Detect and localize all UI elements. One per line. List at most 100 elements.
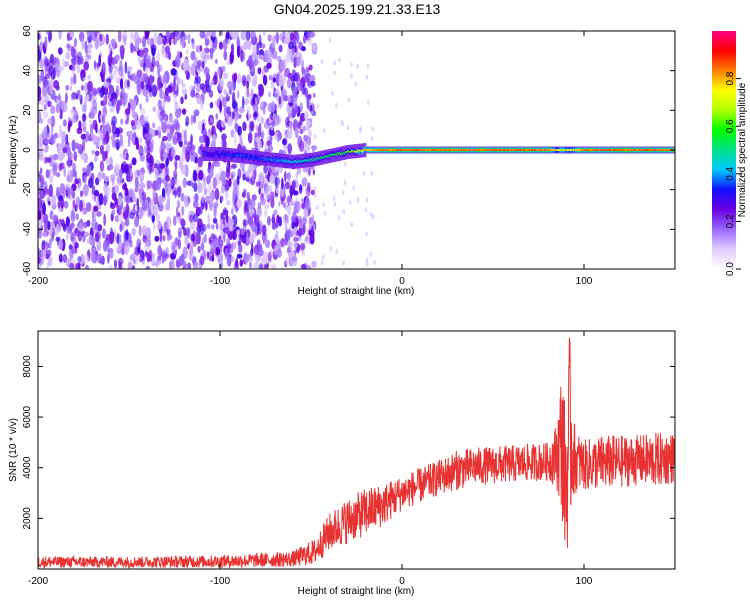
- signal-core: [624, 149, 627, 151]
- noise-blob: [228, 218, 234, 228]
- signal-core: [493, 149, 495, 151]
- noise-blob: [122, 153, 127, 159]
- noise-blob: [69, 85, 73, 91]
- noise-blob: [267, 251, 272, 262]
- signal-core: [229, 153, 231, 156]
- noise-blob: [153, 220, 156, 232]
- noise-blob: [225, 214, 229, 224]
- noise-blob: [250, 121, 255, 132]
- noise-blob: [312, 92, 316, 98]
- noise-blob: [111, 42, 116, 48]
- signal-core: [464, 149, 467, 151]
- colorbar-tick-label: 0.4: [725, 166, 736, 180]
- signal-core: [485, 149, 488, 151]
- noise-blob: [184, 235, 189, 247]
- noise-blob: [115, 138, 121, 150]
- noise-blob: [65, 233, 69, 241]
- signal-core: [388, 149, 391, 151]
- noise-blob: [161, 121, 168, 134]
- signal-core: [392, 149, 394, 151]
- noise-blob: [284, 181, 290, 190]
- noise-blob: [356, 197, 360, 203]
- noise-blob: [38, 256, 41, 264]
- snr-y-axis-label: SNR (10 * v/v): [8, 418, 19, 482]
- signal-core: [478, 149, 481, 151]
- snr-x-tick-label: 100: [576, 576, 593, 587]
- noise-blob: [165, 175, 170, 182]
- signal-core: [550, 149, 552, 151]
- spectrogram-x-axis-label: Height of straight line (km): [298, 286, 415, 297]
- noise-blob: [94, 189, 99, 197]
- noise-blob: [286, 105, 291, 114]
- signal-core: [638, 149, 641, 151]
- signal-core: [413, 149, 416, 151]
- noise-blob: [208, 191, 214, 198]
- signal-core: [514, 149, 517, 151]
- noise-blob: [237, 73, 242, 85]
- signal-core: [291, 161, 294, 164]
- noise-blob: [276, 248, 282, 258]
- noise-blob: [165, 158, 169, 168]
- noise-blob: [187, 262, 192, 269]
- noise-blob: [103, 175, 109, 182]
- noise-blob: [48, 31, 53, 41]
- signal-core: [569, 149, 572, 151]
- noise-blob: [148, 208, 152, 216]
- noise-blob: [291, 110, 295, 117]
- signal-core: [385, 149, 388, 151]
- noise-blob: [221, 136, 226, 148]
- noise-blob: [65, 43, 71, 49]
- noise-blob: [365, 197, 369, 203]
- signal-core: [370, 149, 372, 151]
- noise-blob: [157, 76, 162, 90]
- noise-blob: [264, 209, 268, 217]
- noise-blob: [91, 149, 95, 155]
- signal-core: [396, 149, 399, 151]
- noise-blob: [187, 33, 191, 45]
- noise-blob: [74, 171, 78, 181]
- noise-blob: [123, 35, 127, 46]
- noise-blob: [77, 256, 82, 263]
- signal-core: [362, 149, 365, 152]
- signal-core: [218, 153, 220, 156]
- signal-core: [555, 149, 558, 151]
- noise-blob: [165, 95, 171, 103]
- noise-blob: [306, 96, 310, 110]
- signal-core: [479, 149, 481, 151]
- noise-blob: [159, 231, 163, 243]
- signal-core: [245, 155, 248, 158]
- noise-blob: [181, 36, 185, 49]
- signal-core: [442, 149, 445, 151]
- noise-blob: [139, 192, 142, 203]
- signal-core: [271, 159, 273, 162]
- signal-core: [419, 149, 421, 151]
- noise-blob: [341, 190, 345, 196]
- noise-blob: [73, 37, 77, 48]
- signal-core: [523, 149, 525, 151]
- noise-blob: [82, 113, 87, 122]
- noise-blob: [156, 178, 161, 191]
- noise-blob: [111, 209, 116, 216]
- noise-blob: [220, 185, 226, 194]
- noise-blob: [157, 220, 162, 230]
- noise-blob: [38, 197, 43, 210]
- signal-core: [351, 149, 354, 152]
- signal-core: [618, 149, 621, 151]
- noise-blob: [147, 132, 152, 142]
- noise-blob: [93, 109, 98, 115]
- noise-blob: [231, 163, 237, 169]
- signal-core: [320, 156, 322, 159]
- noise-blob: [182, 88, 186, 98]
- signal-core: [455, 149, 458, 151]
- signal-core: [558, 149, 561, 151]
- colorbar-label: Normalized spectral amplitude: [737, 82, 748, 217]
- noise-blob: [257, 139, 263, 151]
- noise-blob: [38, 185, 44, 196]
- noise-blob: [133, 76, 139, 84]
- signal-core: [383, 149, 386, 151]
- noise-blob: [165, 179, 169, 193]
- noise-blob: [172, 37, 177, 45]
- noise-blob: [85, 264, 89, 269]
- noise-blob: [257, 201, 262, 210]
- noise-blob: [230, 43, 235, 54]
